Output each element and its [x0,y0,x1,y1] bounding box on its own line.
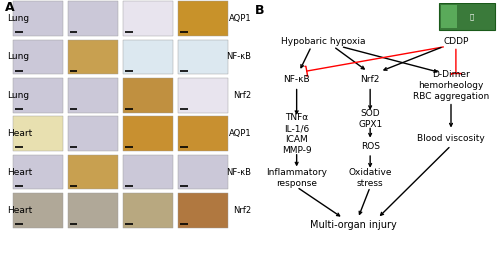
Bar [12,116,62,151]
Text: Nrf2: Nrf2 [360,74,380,83]
Bar [122,155,172,189]
Text: AQP1: AQP1 [228,14,252,23]
Bar [178,78,228,113]
Bar [122,193,172,228]
Bar [68,155,117,189]
Bar [12,193,62,228]
Text: B: B [255,4,264,17]
Text: Nrf2: Nrf2 [233,91,252,100]
Text: NF-κB: NF-κB [226,168,252,177]
Text: Lung: Lung [8,91,30,100]
Bar [441,5,458,28]
Bar [178,1,228,36]
Bar [178,193,228,228]
Bar [122,78,172,113]
Text: Lung: Lung [8,52,30,61]
Bar [68,193,117,228]
Bar [178,116,228,151]
Text: NF-κB: NF-κB [284,74,310,83]
Text: A: A [5,1,15,14]
Text: NF-κB: NF-κB [226,52,252,61]
Bar [68,40,117,74]
Bar [178,40,228,74]
Text: 药: 药 [470,13,474,20]
Text: Hypobaric hypoxia: Hypobaric hypoxia [282,37,366,46]
Text: TNFα
IL-1/6
ICAM
MMP-9: TNFα IL-1/6 ICAM MMP-9 [282,113,312,155]
Text: Lung: Lung [8,14,30,23]
Bar [12,155,62,189]
Text: AQP1: AQP1 [228,129,252,138]
Bar [68,1,117,36]
Text: Inflammatory
response: Inflammatory response [266,168,327,188]
Text: CDDP: CDDP [443,37,468,46]
Text: Heart: Heart [8,168,33,177]
Text: Nrf2: Nrf2 [233,206,252,215]
Text: Multi-organ injury: Multi-organ injury [310,220,396,230]
Bar [12,1,62,36]
Bar [122,116,172,151]
Text: Heart: Heart [8,206,33,215]
FancyBboxPatch shape [439,3,495,30]
Bar [68,116,117,151]
Bar [178,155,228,189]
Bar [122,40,172,74]
Text: Oxidative
stress: Oxidative stress [348,168,392,188]
Bar [12,78,62,113]
Bar [12,40,62,74]
Text: SOD
GPX1: SOD GPX1 [358,109,382,129]
Bar [68,78,117,113]
Text: D-Dimer
hemorheology
RBC aggregation: D-Dimer hemorheology RBC aggregation [413,70,489,101]
Text: Heart: Heart [8,129,33,138]
Bar [122,1,172,36]
Text: Blood viscosity: Blood viscosity [417,134,485,143]
Text: ROS: ROS [360,142,380,151]
